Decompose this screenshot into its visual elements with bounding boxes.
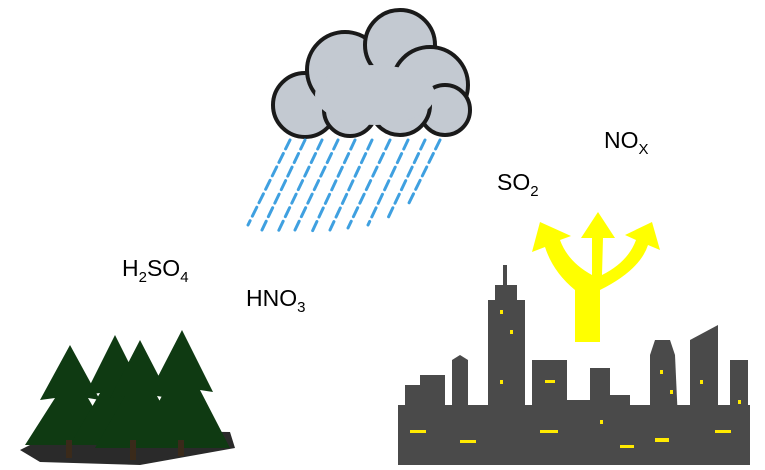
subscript: X	[639, 141, 649, 158]
label-text: HNO	[246, 285, 297, 311]
chemical-label: NOX	[604, 127, 649, 158]
city	[398, 265, 750, 465]
trees	[20, 330, 235, 465]
subscript: 2	[139, 269, 147, 286]
cloud	[271, 8, 472, 139]
label-text: SO	[497, 169, 530, 195]
label-text: NO	[604, 127, 639, 153]
rain	[246, 138, 442, 234]
subscript: 4	[180, 269, 188, 286]
subscript: 2	[530, 183, 538, 200]
subscript: 3	[297, 299, 305, 316]
label-text: SO	[147, 255, 180, 281]
emission-arrow	[532, 212, 660, 342]
chemical-label: HNO3	[246, 285, 305, 316]
chemical-label: SO2	[497, 169, 539, 200]
label-text: H	[122, 255, 139, 281]
chemical-label: H2SO4	[122, 255, 189, 286]
city-windows	[410, 310, 741, 448]
